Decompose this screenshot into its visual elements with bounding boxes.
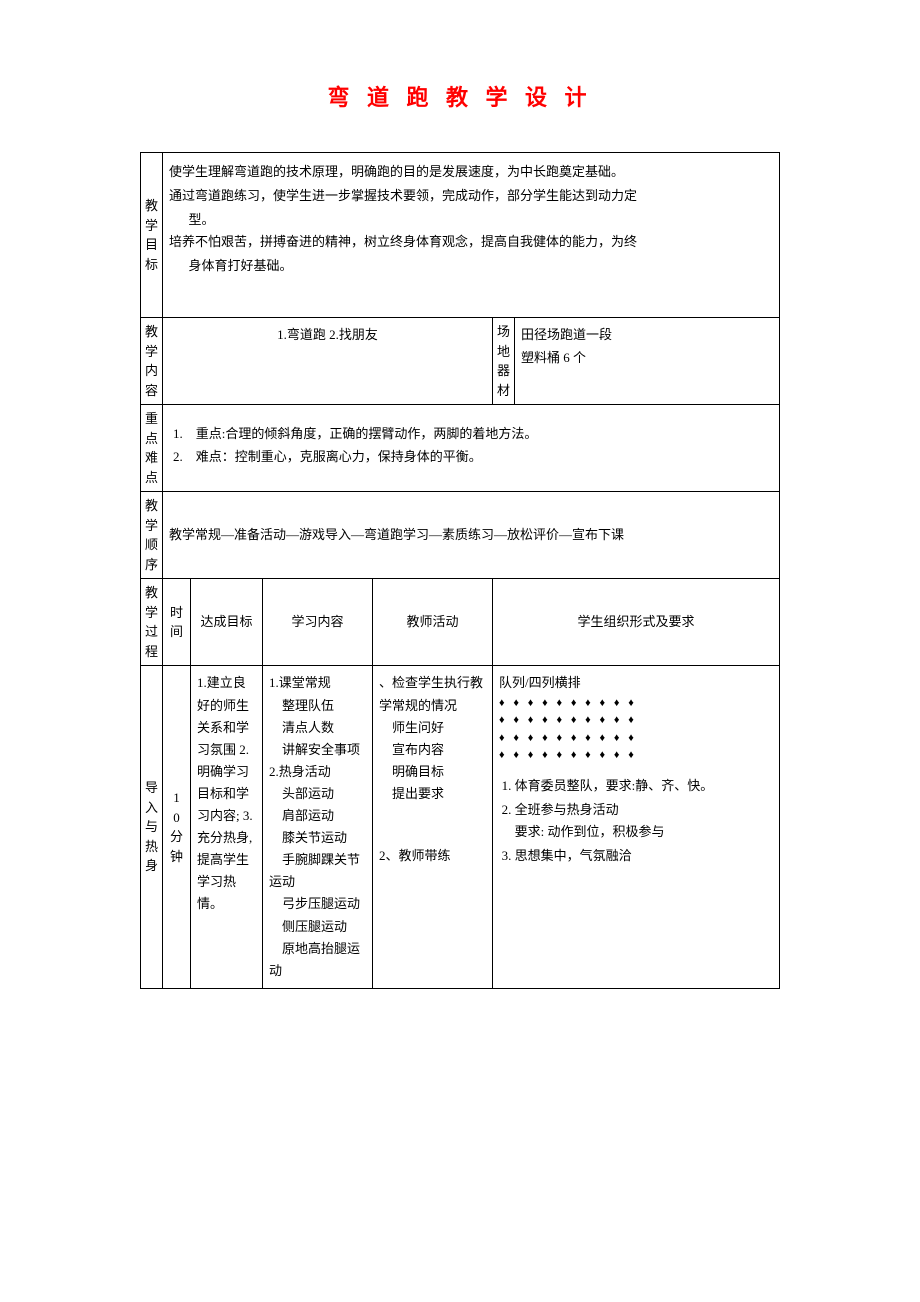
- cell-goals: 使学生理解弯道跑的技术原理，明确跑的目的是发展速度，为中长跑奠定基础。 通过弯道…: [163, 153, 780, 318]
- formation-requirements: 体育委员整队，要求:静、齐、快。 全班参与热身活动 要求: 动作到位，积极参与 …: [499, 775, 773, 867]
- study-1: 1.课堂常规: [269, 672, 366, 694]
- cell-content: 1.弯道跑 2.找朋友: [163, 318, 493, 405]
- teacher-2: 师生问好: [379, 717, 486, 739]
- cell-intro-student: 队列/四列横排 ♦ ♦ ♦ ♦ ♦ ♦ ♦ ♦ ♦ ♦ ♦ ♦ ♦ ♦ ♦ ♦ …: [493, 666, 780, 988]
- study-9: 手腕脚踝关节运动: [269, 849, 366, 893]
- label-process: 教学过程: [141, 579, 163, 666]
- cell-intro-time: 10分钟: [163, 666, 191, 988]
- point-2: 2. 难点：控制重心，克服离心力，保持身体的平衡。: [173, 446, 769, 468]
- cell-intro-study: 1.课堂常规 整理队伍 清点人数 讲解安全事项 2.热身活动 头部运动 肩部运动…: [263, 666, 373, 988]
- header-student: 学生组织形式及要求: [493, 579, 780, 666]
- study-7: 肩部运动: [269, 805, 366, 827]
- teacher-3: 宣布内容: [379, 739, 486, 761]
- header-teacher: 教师活动: [373, 579, 493, 666]
- formation-row-1: ♦ ♦ ♦ ♦ ♦ ♦ ♦ ♦ ♦ ♦: [499, 695, 773, 713]
- req-2b: 要求: 动作到位，积极参与: [515, 821, 773, 843]
- req-1: 体育委员整队，要求:静、齐、快。: [515, 775, 773, 797]
- formation-header: 队列/四列横排: [499, 672, 773, 694]
- page-title: 弯 道 跑 教 学 设 计: [140, 80, 780, 112]
- goal-3b: 身体育打好基础。: [169, 255, 773, 277]
- study-10: 弓步压腿运动: [269, 893, 366, 915]
- label-content: 教学内容: [141, 318, 163, 405]
- cell-intro-achieve: 1.建立良好的师生关系和学习氛围 2.明确学习目标和学习内容; 3.充分热身,提…: [191, 666, 263, 988]
- formation-row-4: ♦ ♦ ♦ ♦ ♦ ♦ ♦ ♦ ♦ ♦: [499, 747, 773, 765]
- goal-2b: 型。: [169, 209, 773, 231]
- label-sequence: 教学顺序: [141, 492, 163, 579]
- header-study: 学习内容: [263, 579, 373, 666]
- venue-1: 田径场跑道一段: [521, 324, 773, 346]
- teacher-6: 2、教师带练: [379, 845, 486, 867]
- venue-2: 塑料桶 6 个: [521, 347, 773, 369]
- lesson-plan-table: 教学目标 使学生理解弯道跑的技术原理，明确跑的目的是发展速度，为中长跑奠定基础。…: [140, 152, 780, 989]
- formation-row-2: ♦ ♦ ♦ ♦ ♦ ♦ ♦ ♦ ♦ ♦: [499, 712, 773, 730]
- header-time: 时间: [163, 579, 191, 666]
- header-achieve: 达成目标: [191, 579, 263, 666]
- point-1: 1. 重点:合理的倾斜角度，正确的摆臂动作，两脚的着地方法。: [173, 423, 769, 445]
- cell-points: 1. 重点:合理的倾斜角度，正确的摆臂动作，两脚的着地方法。 2. 难点：控制重…: [163, 405, 780, 492]
- label-goals: 教学目标: [141, 153, 163, 318]
- achieve-text: 1.建立良好的师生关系和学习氛围 2.明确学习目标和学习内容; 3.充分热身,提…: [197, 675, 253, 911]
- study-3: 清点人数: [269, 717, 366, 739]
- study-4: 讲解安全事项: [269, 739, 366, 761]
- study-2: 整理队伍: [269, 695, 366, 717]
- teacher-5: 提出要求: [379, 783, 486, 805]
- cell-sequence: 教学常规—准备活动—游戏导入—弯道跑学习—素质练习—放松评价—宣布下课: [163, 492, 780, 579]
- study-5: 2.热身活动: [269, 761, 366, 783]
- cell-venue: 田径场跑道一段 塑料桶 6 个: [515, 318, 780, 405]
- study-8: 膝关节运动: [269, 827, 366, 849]
- formation-row-3: ♦ ♦ ♦ ♦ ♦ ♦ ♦ ♦ ♦ ♦: [499, 730, 773, 748]
- study-6: 头部运动: [269, 783, 366, 805]
- study-11: 侧压腿运动: [269, 916, 366, 938]
- teacher-1: 、检查学生执行教学常规的情况: [379, 672, 486, 716]
- req-3: 思想集中，气氛融洽: [515, 845, 773, 867]
- teacher-4: 明确目标: [379, 761, 486, 783]
- req-2: 全班参与热身活动 要求: 动作到位，积极参与: [515, 799, 773, 843]
- label-venue: 场地器材: [493, 318, 515, 405]
- goal-2a: 通过弯道跑练习，使学生进一步掌握技术要领，完成动作，部分学生能达到动力定: [169, 185, 773, 207]
- label-points: 重点难点: [141, 405, 163, 492]
- cell-intro-teacher: 、检查学生执行教学常规的情况 师生问好 宣布内容 明确目标 提出要求 2、教师带…: [373, 666, 493, 988]
- study-12: 原地高抬腿运动: [269, 938, 366, 982]
- goal-3a: 培养不怕艰苦，拼搏奋进的精神，树立终身体育观念，提高自我健体的能力，为终: [169, 231, 773, 253]
- goal-1: 使学生理解弯道跑的技术原理，明确跑的目的是发展速度，为中长跑奠定基础。: [169, 161, 773, 183]
- label-intro: 导入与热身: [141, 666, 163, 988]
